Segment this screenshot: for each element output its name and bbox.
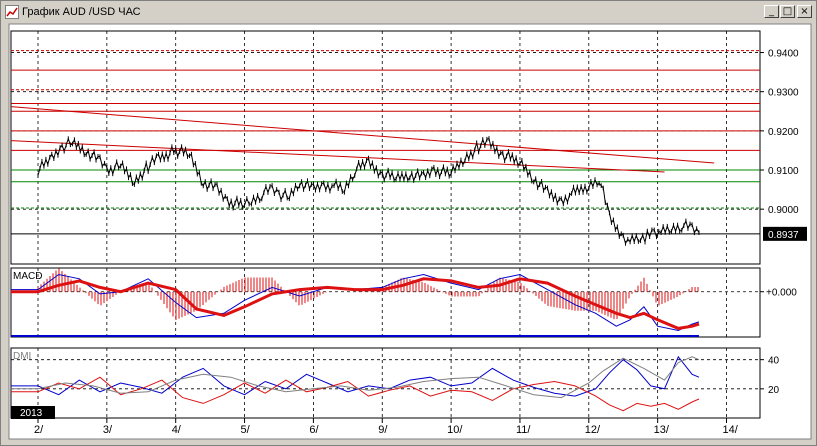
maximize-button[interactable]: □: [780, 5, 795, 18]
current-price-label: 0.8937: [768, 230, 799, 241]
x-tick-label: 3/: [103, 424, 113, 436]
price-tick-label: 0.9300: [768, 88, 799, 99]
x-tick-label: 10/: [447, 424, 463, 436]
trendline: [10, 106, 715, 164]
chart-app-icon: [5, 5, 19, 19]
price-tick-label: 0.9000: [768, 205, 799, 216]
adx-line: [11, 356, 700, 399]
dmi-tick-label: 40: [768, 356, 780, 367]
x-tick-label: 14/: [723, 424, 739, 436]
macd-title: MACD: [13, 271, 42, 282]
dmi-tick-label: 20: [768, 385, 780, 396]
x-tick-label: 5/: [241, 424, 251, 436]
dmi-plus-line: [11, 355, 700, 397]
x-tick-label: 9/: [378, 424, 388, 436]
title-bar[interactable]: График AUD /USD ЧАС _ □ ×: [2, 2, 815, 22]
dmi-minus-line: [11, 376, 700, 412]
x-tick-label: 13/: [654, 424, 670, 436]
price-tick-label: 0.9400: [768, 49, 799, 60]
year-label-box: [11, 406, 55, 419]
panel-frame: [10, 267, 761, 338]
x-tick-label: 6/: [309, 424, 319, 436]
price-tick-label: 0.9100: [768, 166, 799, 177]
window-title: График AUD /USD ЧАС: [22, 6, 141, 18]
x-tick-label: 2/: [34, 424, 44, 436]
trendline: [10, 140, 665, 173]
price-tick-label: 0.9200: [768, 127, 799, 138]
x-tick-label: 4/: [172, 424, 182, 436]
current-price-box: [763, 226, 807, 241]
dmi-title: DMI: [13, 351, 31, 362]
year-label: 2013: [20, 408, 43, 419]
macd-tick-label: +0.000: [766, 288, 797, 299]
minimize-button[interactable]: _: [764, 5, 779, 18]
x-tick-label: 12/: [585, 424, 601, 436]
price-series-line: [37, 137, 700, 245]
macd-signal-line: [11, 277, 700, 330]
close-button[interactable]: ×: [797, 5, 812, 18]
x-tick-label: 11/: [516, 424, 531, 436]
